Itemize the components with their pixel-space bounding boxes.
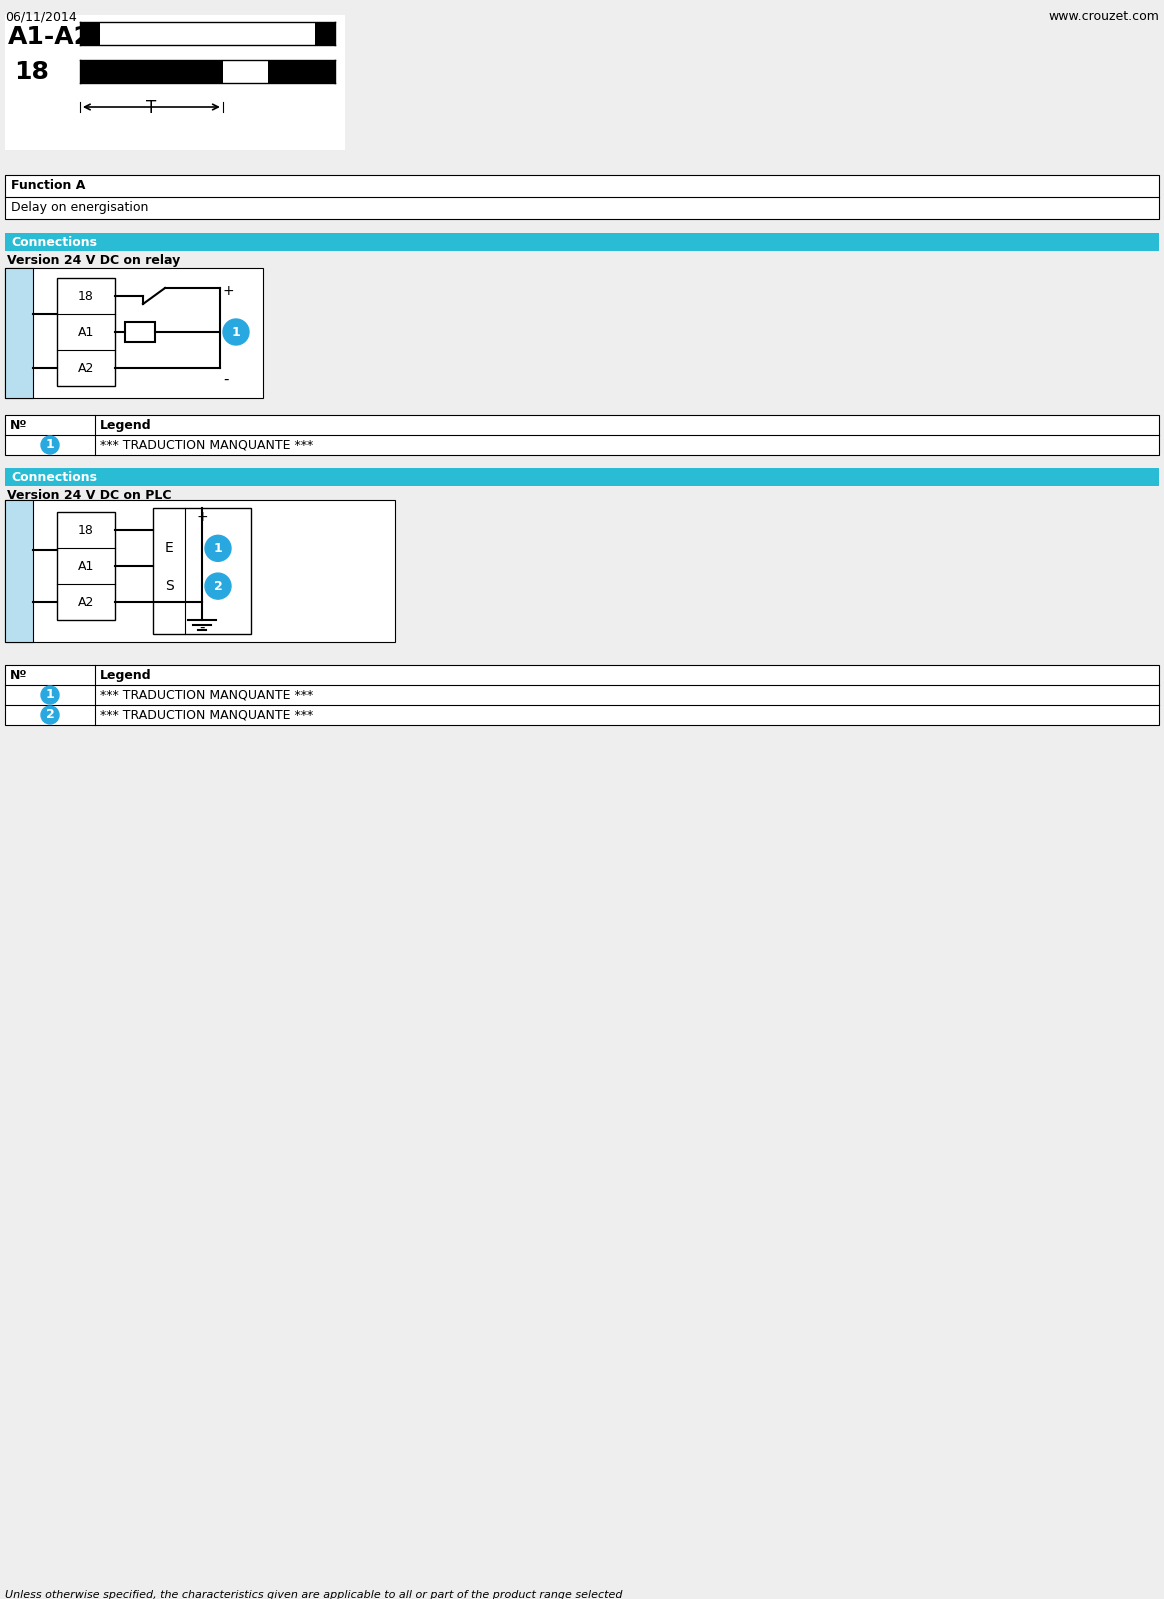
Text: A1-A2: A1-A2 (8, 26, 92, 50)
Text: Nº: Nº (10, 668, 28, 683)
Circle shape (223, 318, 249, 345)
Text: A1: A1 (78, 326, 94, 339)
Bar (5, 416, 1159, 456)
Bar (57, 512, 115, 620)
Text: Unless otherwise specified, the characteristics given are applicable to all or p: Unless otherwise specified, the characte… (5, 1589, 623, 1599)
Bar (5, 174, 1159, 219)
Text: Delay on energisation: Delay on energisation (10, 201, 148, 214)
Text: +: + (197, 510, 208, 524)
Bar (80, 22, 100, 45)
Text: 1: 1 (232, 326, 241, 339)
Text: 06/11/2014: 06/11/2014 (5, 10, 77, 22)
Bar (5, 665, 1159, 724)
Circle shape (41, 707, 59, 724)
Bar (5, 269, 263, 398)
Text: -: - (199, 620, 205, 635)
Text: *** TRADUCTION MANQUANTE ***: *** TRADUCTION MANQUANTE *** (100, 440, 313, 453)
Text: Nº: Nº (10, 419, 28, 432)
Bar (125, 321, 155, 342)
Bar (5, 14, 345, 150)
Bar (80, 61, 222, 83)
Bar (5, 469, 1159, 486)
Bar (57, 278, 115, 385)
Bar (5, 269, 33, 398)
Text: A2: A2 (78, 361, 94, 374)
Text: Connections: Connections (10, 472, 97, 484)
Text: Function A: Function A (10, 179, 85, 192)
Circle shape (205, 572, 230, 600)
Text: Version 24 V DC on PLC: Version 24 V DC on PLC (7, 489, 171, 502)
Text: Version 24 V DC on relay: Version 24 V DC on relay (7, 254, 180, 267)
Text: Connections: Connections (10, 237, 97, 249)
Text: +: + (223, 285, 235, 297)
Bar (268, 61, 335, 83)
Bar (5, 500, 395, 643)
Text: *** TRADUCTION MANQUANTE ***: *** TRADUCTION MANQUANTE *** (100, 689, 313, 702)
Bar (5, 500, 33, 643)
Text: 1: 1 (45, 689, 55, 702)
Text: A1: A1 (78, 560, 94, 572)
Text: E: E (164, 542, 173, 555)
Text: S: S (164, 579, 173, 593)
Circle shape (41, 437, 59, 454)
Bar (315, 22, 335, 45)
Text: 18: 18 (78, 289, 94, 302)
Text: -: - (223, 373, 228, 387)
Text: *** TRADUCTION MANQUANTE ***: *** TRADUCTION MANQUANTE *** (100, 708, 313, 723)
Bar (5, 233, 1159, 251)
Circle shape (41, 686, 59, 704)
Circle shape (205, 536, 230, 561)
Text: 18: 18 (78, 523, 94, 537)
Text: 2: 2 (45, 708, 55, 721)
Bar (152, 508, 251, 633)
Text: 1: 1 (214, 542, 222, 555)
Text: www.crouzet.com: www.crouzet.com (1048, 10, 1159, 22)
Text: 2: 2 (214, 579, 222, 593)
Text: T: T (147, 99, 156, 117)
Text: A2: A2 (78, 595, 94, 609)
Text: Legend: Legend (100, 668, 151, 683)
Text: 1: 1 (45, 438, 55, 451)
Text: Legend: Legend (100, 419, 151, 432)
Text: 18: 18 (14, 61, 49, 85)
